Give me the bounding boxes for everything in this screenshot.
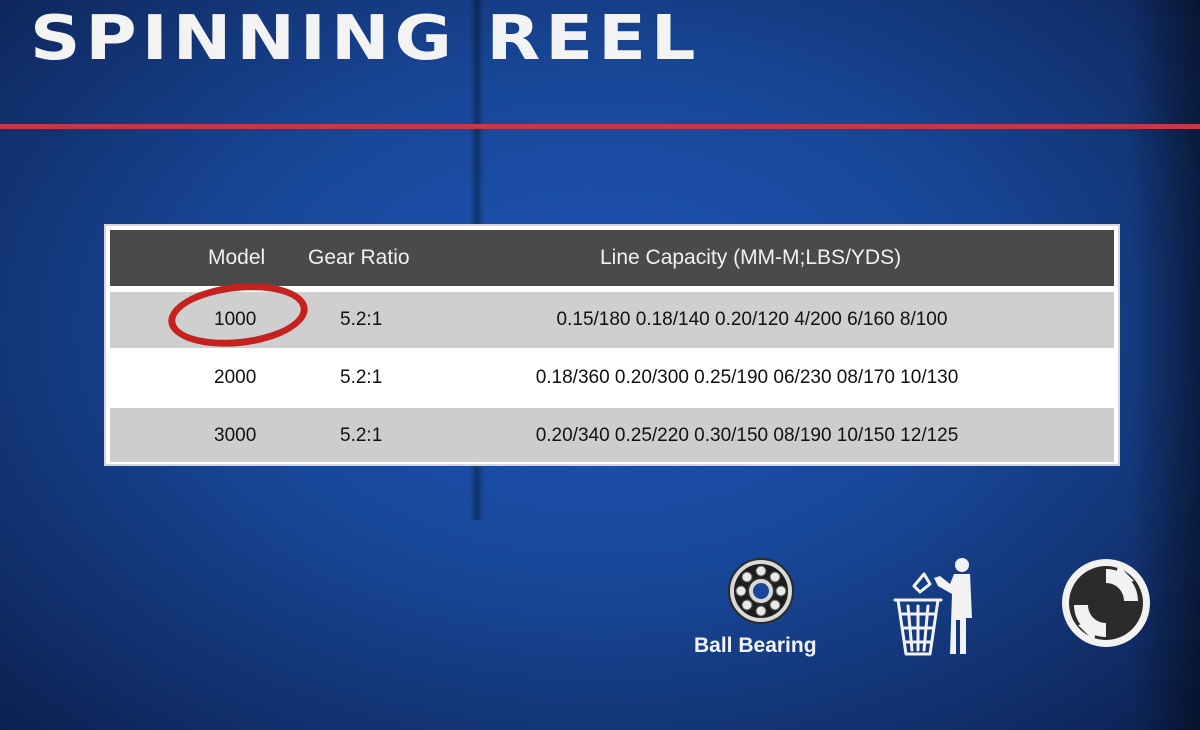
ball-bearing-label: Ball Bearing xyxy=(694,634,817,657)
cell-line-capacity: 0.15/180 0.18/140 0.20/120 4/200 6/160 8… xyxy=(556,309,948,330)
spec-table-header: Model Gear Ratio Line Capacity (MM-M;LBS… xyxy=(110,230,1114,286)
cell-gear-ratio: 5.2:1 xyxy=(340,309,383,330)
cell-model: 3000 xyxy=(214,425,257,446)
ball-bearing-icon xyxy=(728,558,794,624)
cell-gear-ratio: 5.2:1 xyxy=(340,367,383,388)
spec-table: Model Gear Ratio Line Capacity (MM-M;LBS… xyxy=(104,224,1120,466)
green-dot-icon xyxy=(1062,559,1150,647)
header-gear-ratio: Gear Ratio xyxy=(308,246,410,269)
cell-model: 2000 xyxy=(214,367,257,388)
tidyman-bin-icon xyxy=(893,558,972,656)
table-row: 2000 5.2:1 0.18/360 0.20/300 0.25/190 06… xyxy=(110,350,1114,406)
table-row: 3000 5.2:1 0.20/340 0.25/220 0.30/150 08… xyxy=(110,408,1114,462)
box-title: SPINNING REEL xyxy=(30,2,701,75)
table-row: 1000 5.2:1 0.15/180 0.18/140 0.20/120 4/… xyxy=(110,276,1114,354)
cell-gear-ratio: 5.2:1 xyxy=(340,425,383,446)
red-divider-rule xyxy=(0,124,1200,129)
header-line-capacity: Line Capacity (MM-M;LBS/YDS) xyxy=(600,246,902,269)
cell-model: 1000 xyxy=(214,309,257,330)
header-model: Model xyxy=(208,246,266,269)
cell-line-capacity: 0.20/340 0.25/220 0.30/150 08/190 10/150… xyxy=(535,425,959,446)
cell-line-capacity: 0.18/360 0.20/300 0.25/190 06/230 08/170… xyxy=(535,367,959,388)
